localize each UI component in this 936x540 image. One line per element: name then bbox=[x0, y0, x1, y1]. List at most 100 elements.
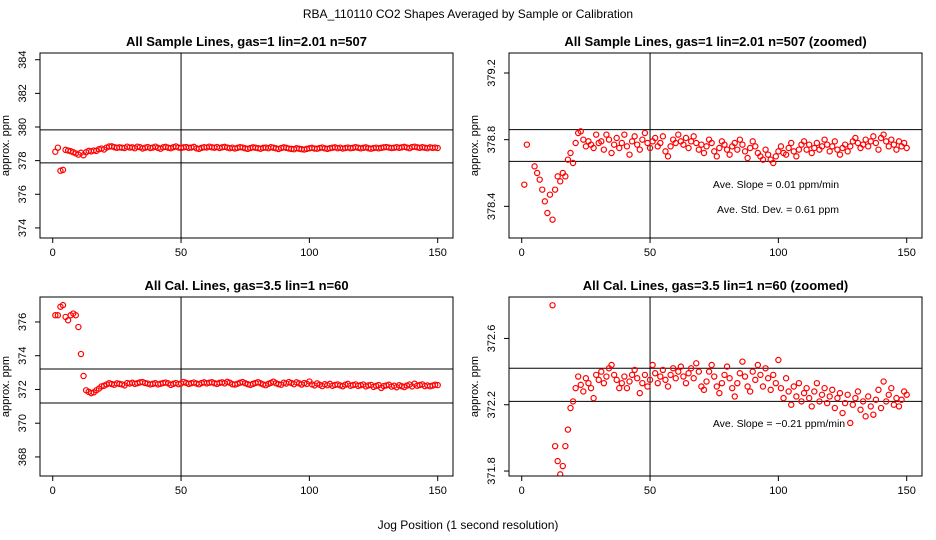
data-point bbox=[795, 146, 803, 153]
data-point bbox=[659, 133, 667, 140]
data-point bbox=[847, 419, 854, 427]
data-point bbox=[567, 404, 574, 412]
data-point bbox=[705, 368, 713, 375]
plot-frame bbox=[39, 52, 454, 239]
data-point bbox=[862, 413, 869, 420]
data-point bbox=[567, 149, 574, 157]
panel-title: All Sample Lines, gas=1 lin=2.01 n=507 bbox=[126, 34, 367, 49]
data-point bbox=[872, 139, 880, 147]
data-point bbox=[805, 141, 813, 148]
data-point bbox=[875, 386, 882, 394]
data-point bbox=[739, 141, 746, 148]
data-point bbox=[608, 361, 615, 369]
x-tick-label: 100 bbox=[769, 247, 787, 259]
data-point bbox=[72, 312, 80, 319]
data-point bbox=[628, 138, 636, 145]
data-point bbox=[788, 401, 795, 408]
data-point bbox=[759, 156, 767, 163]
data-point bbox=[562, 173, 569, 180]
y-tick-label: 378.4 bbox=[486, 193, 498, 221]
y-tick-label: 384 bbox=[17, 51, 29, 69]
panel: All Sample Lines, gas=1 lin=2.01 n=507 (… bbox=[469, 34, 923, 259]
x-axis-label: Jog Position (1 second resolution) bbox=[378, 518, 559, 532]
data-point bbox=[880, 131, 887, 138]
data-point bbox=[631, 133, 638, 140]
data-point bbox=[793, 393, 800, 400]
data-point bbox=[852, 394, 859, 402]
data-point bbox=[723, 363, 731, 370]
x-tick-label: 150 bbox=[429, 247, 447, 259]
data-point bbox=[752, 376, 759, 384]
data-point bbox=[788, 139, 795, 147]
data-point bbox=[754, 361, 762, 369]
data-point bbox=[557, 471, 564, 476]
data-point bbox=[682, 379, 690, 387]
data-point bbox=[847, 143, 854, 150]
data-point bbox=[564, 426, 572, 433]
y-axis-label: approx. ppm bbox=[469, 115, 481, 176]
data-point bbox=[564, 156, 572, 163]
data-point bbox=[618, 139, 626, 147]
data-point bbox=[903, 391, 910, 398]
y-tick-label: 374 bbox=[17, 347, 29, 365]
y-tick-label: 370 bbox=[17, 414, 29, 432]
data-point bbox=[600, 146, 608, 153]
x-tick-label: 100 bbox=[300, 247, 318, 259]
data-point bbox=[641, 129, 649, 137]
data-point bbox=[175, 381, 182, 388]
data-point bbox=[659, 366, 667, 374]
x-tick-label: 50 bbox=[175, 247, 187, 259]
data-point bbox=[703, 143, 710, 150]
data-point bbox=[644, 383, 651, 390]
data-point bbox=[595, 376, 602, 384]
data-point bbox=[587, 384, 595, 392]
panel: All Cal. Lines, gas=3.5 lin=1 n=60 approx… bbox=[0, 278, 454, 497]
data-point bbox=[895, 403, 903, 410]
data-point bbox=[803, 146, 810, 153]
y-tick-label: 382 bbox=[17, 84, 29, 102]
data-point bbox=[98, 383, 105, 390]
data-point bbox=[818, 391, 826, 398]
annotation: Ave. Slope = −0.21 ppm/min bbox=[713, 418, 845, 430]
y-tick-label: 372 bbox=[17, 380, 29, 398]
data-point bbox=[764, 375, 772, 382]
data-point bbox=[700, 386, 708, 394]
data-point bbox=[736, 136, 744, 143]
data-point bbox=[549, 216, 556, 223]
data-point bbox=[713, 153, 720, 160]
data-point bbox=[577, 128, 584, 135]
data-point bbox=[813, 139, 821, 147]
data-point bbox=[872, 396, 880, 403]
data-point bbox=[569, 159, 577, 167]
x-tick-label: 100 bbox=[769, 485, 787, 497]
plot-area bbox=[40, 53, 453, 238]
plot-frame bbox=[508, 52, 923, 239]
y-tick-label: 376 bbox=[17, 313, 29, 331]
data-point bbox=[680, 373, 687, 380]
data-point bbox=[782, 151, 790, 158]
plot-frame bbox=[39, 296, 454, 477]
data-point bbox=[572, 384, 579, 392]
data-point bbox=[898, 396, 905, 403]
data-point bbox=[772, 153, 780, 160]
y-axis-label: approx. ppm bbox=[469, 356, 481, 417]
data-point bbox=[836, 389, 844, 397]
y-tick-label: 371.8 bbox=[486, 457, 498, 485]
data-point bbox=[736, 370, 744, 377]
y-tick-label: 368 bbox=[17, 448, 29, 466]
data-point bbox=[577, 381, 584, 389]
x-tick-label: 150 bbox=[898, 247, 916, 259]
data-point bbox=[662, 148, 669, 155]
data-point bbox=[646, 144, 654, 152]
data-point bbox=[808, 403, 815, 410]
data-point bbox=[731, 393, 738, 400]
data-point bbox=[685, 144, 692, 152]
data-point bbox=[59, 166, 67, 174]
data-point bbox=[687, 365, 695, 372]
data-point bbox=[808, 149, 815, 157]
y-axis-label: approx. ppm bbox=[0, 115, 12, 176]
figure-title: RBA_110110 CO2 Shapes Averaged by Sample… bbox=[303, 7, 633, 21]
data-point bbox=[574, 373, 582, 380]
data-point bbox=[551, 442, 559, 450]
data-point bbox=[795, 379, 803, 387]
